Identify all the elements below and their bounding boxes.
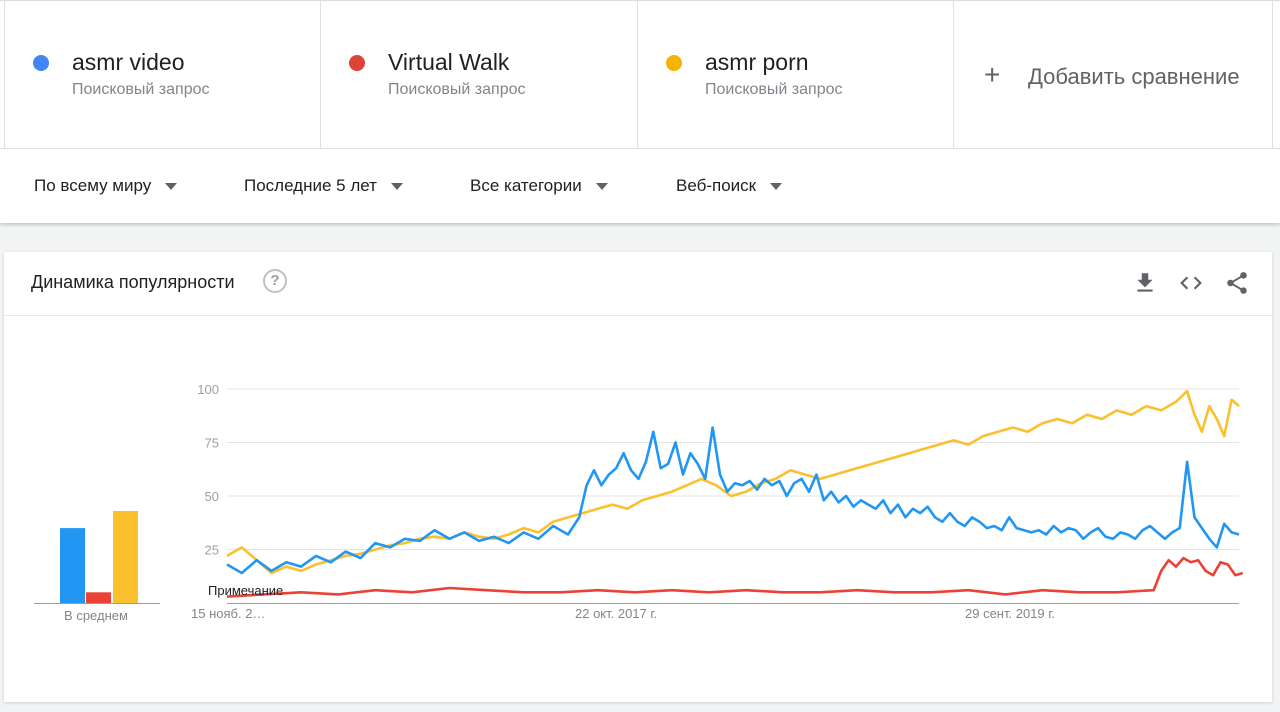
series-line [226,426,1240,575]
interest-line-chart: 25 50 75 100 15 нояб. 2… 22 окт. 2017 г. 29 се… [191,382,1244,621]
caret-down-icon [595,183,608,191]
x-tick-label: 15 нояб. 2… [191,606,265,621]
region-dropdown[interactable]: По всему миру [34,176,178,196]
term-type: Поисковый запрос [705,81,843,98]
y-tick-label: 100 [197,382,219,397]
term-color-dot [349,55,365,71]
region-label: По всему миру [34,176,152,195]
average-bar [86,592,111,603]
term-type: Поисковый запрос [388,81,526,98]
term-color-dot [33,55,49,71]
term-color-dot [666,55,682,71]
caret-down-icon [770,183,783,191]
category-label: Все категории [470,176,582,195]
search-type-label: Веб-поиск [676,176,757,195]
period-label: Последние 5 лет [244,176,377,195]
period-dropdown[interactable]: Последние 5 лет [244,176,403,196]
download-icon[interactable] [1132,270,1158,296]
series-line [226,556,1244,598]
series-line [226,389,1240,575]
average-bar-chart: В среднем [34,510,160,623]
term-name[interactable]: asmr porn [705,49,809,75]
average-bar [113,510,138,603]
average-bar [60,528,85,603]
term-name[interactable]: Virtual Walk [388,49,510,75]
embed-code-icon[interactable] [1178,270,1204,296]
note-label: Примечание [208,583,283,598]
average-label: В среднем [64,608,128,623]
x-tick-label: 22 окт. 2017 г. [575,606,657,621]
share-icon[interactable] [1224,270,1250,296]
y-tick-label: 75 [205,436,219,451]
filters-bar: По всему миру Последние 5 лет Все катего… [0,148,1280,223]
x-tick-label: 29 сент. 2019 г. [965,606,1055,621]
y-tick-label: 50 [205,489,219,504]
interest-over-time-card: Динамика популярности ? В среднем 25 50 75… [4,252,1272,702]
term-card-asmr-video[interactable]: asmr video Поисковый запрос [4,1,321,148]
term-card-asmr-porn[interactable]: asmr porn Поисковый запрос [637,1,954,148]
add-comparison-button[interactable]: + Добавить сравнение [953,1,1273,148]
search-type-dropdown[interactable]: Веб-поиск [676,176,783,196]
caret-down-icon [165,183,178,191]
card-divider [4,315,1272,316]
help-circle-icon[interactable]: ? [263,269,287,293]
term-type: Поисковый запрос [72,81,210,98]
y-tick-label: 25 [205,543,219,558]
caret-down-icon [390,183,403,191]
term-card-virtual-walk[interactable]: Virtual Walk Поисковый запрос [320,1,637,148]
add-comparison-label: Добавить сравнение [1028,64,1240,89]
term-name[interactable]: asmr video [72,49,185,75]
plus-icon: + [984,59,1001,90]
compare-bar: asmr video Поисковый запрос Virtual Walk… [0,0,1280,148]
card-title: Динамика популярности [31,272,235,292]
category-dropdown[interactable]: Все категории [470,176,608,196]
